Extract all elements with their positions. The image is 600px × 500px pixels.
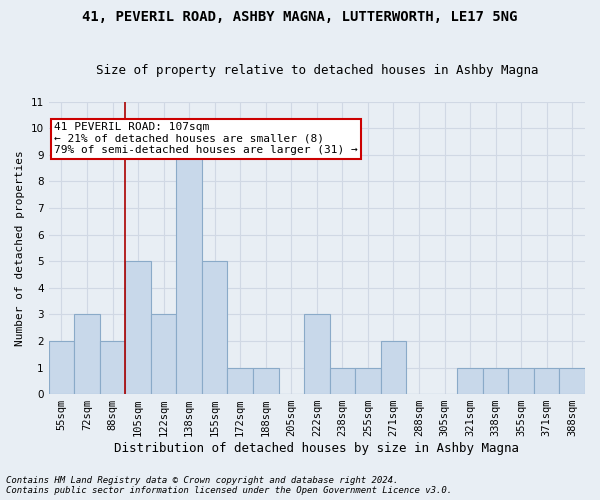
Bar [74, 314, 100, 394]
Bar [457, 368, 483, 394]
Bar [508, 368, 534, 394]
Y-axis label: Number of detached properties: Number of detached properties [15, 150, 25, 346]
Text: 41 PEVERIL ROAD: 107sqm
← 21% of detached houses are smaller (8)
79% of semi-det: 41 PEVERIL ROAD: 107sqm ← 21% of detache… [54, 122, 358, 156]
Bar [304, 314, 329, 394]
Bar [253, 368, 278, 394]
Bar [202, 261, 227, 394]
Text: 41, PEVERIL ROAD, ASHBY MAGNA, LUTTERWORTH, LE17 5NG: 41, PEVERIL ROAD, ASHBY MAGNA, LUTTERWOR… [82, 10, 518, 24]
Bar [329, 368, 355, 394]
X-axis label: Distribution of detached houses by size in Ashby Magna: Distribution of detached houses by size … [115, 442, 520, 455]
Bar [100, 341, 125, 394]
Bar [380, 341, 406, 394]
Text: Contains HM Land Registry data © Crown copyright and database right 2024.
Contai: Contains HM Land Registry data © Crown c… [6, 476, 452, 495]
Bar [227, 368, 253, 394]
Bar [151, 314, 176, 394]
Bar [49, 341, 74, 394]
Bar [534, 368, 559, 394]
Title: Size of property relative to detached houses in Ashby Magna: Size of property relative to detached ho… [95, 64, 538, 77]
Bar [176, 155, 202, 394]
Bar [559, 368, 585, 394]
Bar [483, 368, 508, 394]
Bar [125, 261, 151, 394]
Bar [355, 368, 380, 394]
